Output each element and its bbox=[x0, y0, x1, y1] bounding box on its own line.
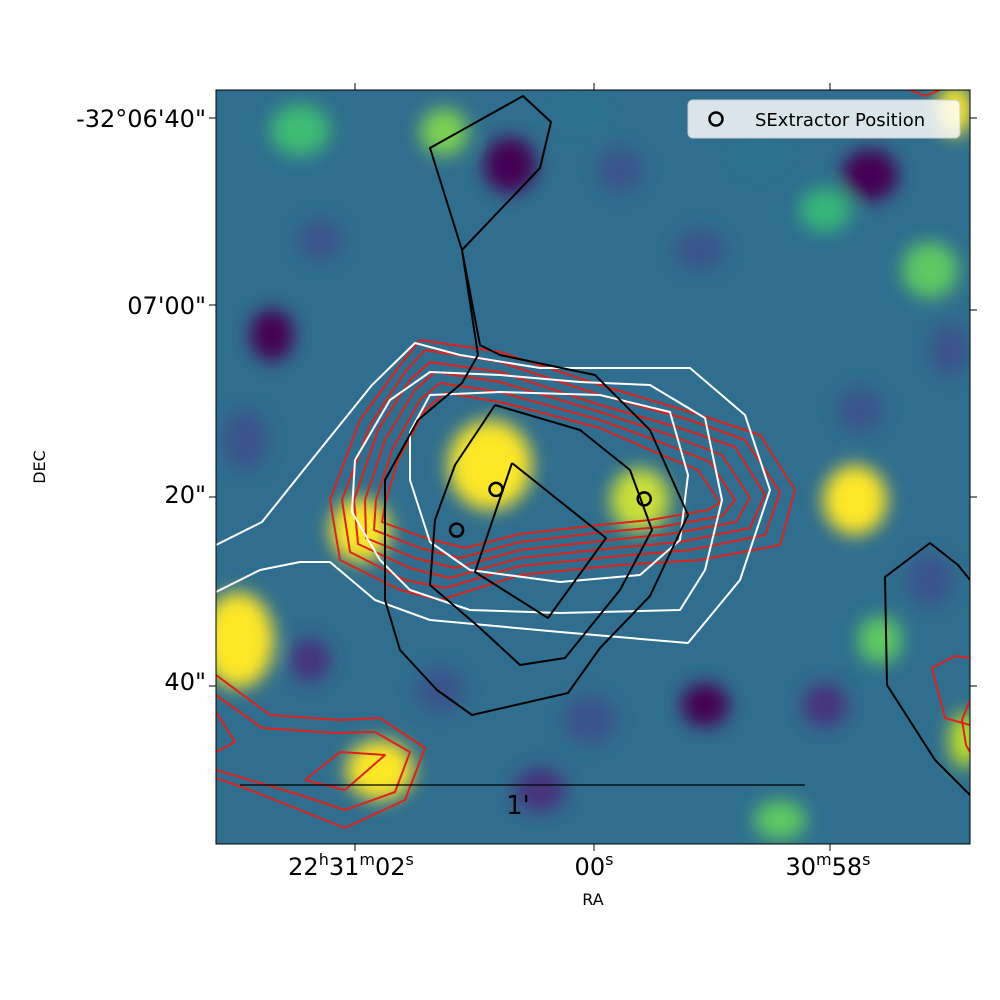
intensity-blob bbox=[223, 410, 267, 470]
y-axis-label: DEC bbox=[30, 450, 49, 484]
intensity-blob bbox=[842, 149, 898, 201]
intensity-blob bbox=[448, 420, 532, 510]
intensity-blob bbox=[838, 388, 882, 432]
white-contours bbox=[216, 342, 771, 644]
intensity-blob bbox=[216, 592, 274, 688]
intensity-blob bbox=[484, 137, 536, 193]
intensity-blob bbox=[420, 108, 468, 156]
sextractor-point bbox=[488, 481, 504, 498]
legend-label: SExtractor Position bbox=[755, 110, 925, 131]
legend: SExtractor Position bbox=[687, 99, 961, 139]
intensity-blob bbox=[754, 800, 806, 840]
intensity-blob bbox=[949, 712, 970, 768]
intensity-blob bbox=[556, 90, 604, 130]
scale-bar-label: 1' bbox=[506, 791, 530, 821]
x-tick-label: 30m58s bbox=[785, 850, 870, 881]
intensity-blob bbox=[930, 324, 970, 376]
intensity-blob bbox=[676, 230, 724, 270]
intensity-blob bbox=[250, 309, 294, 361]
intensity-blob bbox=[514, 768, 566, 812]
black-contours bbox=[384, 95, 970, 796]
x-tick-label: 22h31m02s bbox=[288, 850, 414, 881]
sextractor-point bbox=[636, 491, 652, 507]
intensity-blob bbox=[736, 128, 784, 172]
plot-frame bbox=[215, 89, 971, 845]
intensity-blob bbox=[681, 683, 729, 727]
intensity-blob bbox=[799, 188, 851, 232]
intensity-blob bbox=[803, 683, 847, 727]
intensity-blob bbox=[298, 220, 342, 260]
intensity-blob bbox=[908, 554, 952, 606]
intensity-blob bbox=[598, 148, 642, 192]
intensity-blob bbox=[270, 104, 330, 156]
y-tick-label: 20" bbox=[164, 481, 206, 509]
y-tick-label: 40" bbox=[164, 668, 206, 696]
scale-bar: 1' bbox=[240, 784, 805, 821]
contours bbox=[216, 90, 970, 829]
x-tick-label: 00s bbox=[575, 850, 614, 881]
intensity-blob bbox=[564, 696, 616, 744]
red-contours bbox=[216, 90, 970, 829]
sextractor-point bbox=[448, 522, 465, 538]
x-axis-label: RA bbox=[582, 890, 603, 909]
legend-marker bbox=[708, 111, 724, 127]
sextractor-points bbox=[448, 481, 652, 538]
intensity-blob bbox=[858, 616, 902, 664]
intensity-blob bbox=[823, 465, 887, 535]
intensity-blob bbox=[290, 638, 330, 682]
y-tick-label: -32°06'40" bbox=[76, 105, 206, 133]
y-ticks bbox=[209, 117, 977, 687]
intensity-blob bbox=[902, 242, 958, 298]
x-ticks bbox=[354, 83, 831, 851]
intensity-map bbox=[216, 90, 970, 844]
y-tick-label: 07'00" bbox=[127, 292, 206, 320]
